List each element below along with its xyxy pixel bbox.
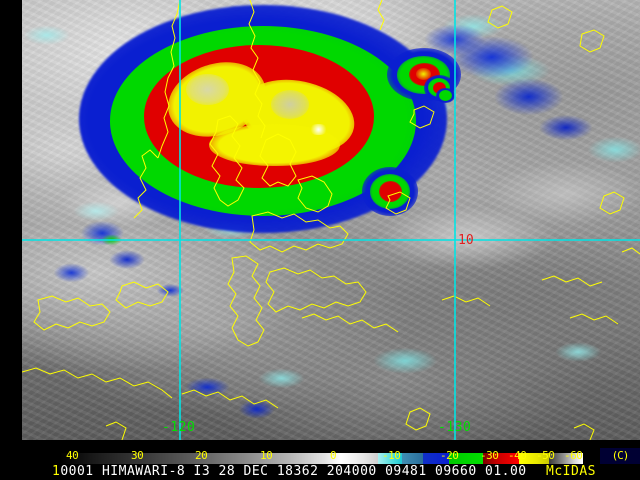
cluster-yellow-core	[416, 68, 432, 81]
colorbar-segment-blue-band	[423, 453, 450, 464]
colorbar-segment-steel-blue-band	[402, 453, 424, 464]
colorbar-segment-warm-grayscale-ramp	[60, 453, 342, 464]
coastline-overlay	[22, 0, 640, 440]
info-line-lead: 1	[52, 464, 61, 479]
colorbar-tick-minus40: -40	[508, 449, 527, 462]
status-bar: 40 30 20 10 0 -10 -20 -30 -40 -50 -60 (C) 10001 HI…	[0, 440, 640, 480]
colorbar-tick-labels: 40 30 20 10 0 -10 -20 -30 -40 -50 -60	[0, 450, 640, 464]
colorbar-tick-minus30: -30	[480, 449, 499, 462]
tropical-cyclone-enhancement	[71, 0, 454, 238]
convective-cluster-tiny	[436, 88, 455, 104]
info-line-text: 0001 HIMAWARI-8 I3 28 DEC 18362 204000 0…	[60, 464, 527, 479]
satellite-image-canvas: -120 -130 10	[22, 0, 640, 440]
convective-cluster-east	[361, 167, 418, 216]
colorbar-segment-white-ramp	[549, 453, 583, 464]
colorbar-tick-minus20: -20	[440, 449, 459, 462]
mcidas-brand-label: McIDAS	[546, 464, 596, 479]
colorbar-tick-minus50: -50	[536, 449, 555, 462]
colorbar-segment-yellow-band	[519, 453, 550, 464]
colorbar-tick-10: 10	[260, 449, 273, 462]
gridlabel-longitude-130: -130	[438, 420, 472, 435]
cluster-red-ring	[432, 82, 446, 94]
enhancement-core-west	[186, 73, 229, 105]
enhancement-core-east	[270, 90, 309, 119]
colorbar-tick-0: 0	[330, 449, 337, 462]
enhancement-coldest-pixel	[308, 123, 329, 136]
copyright-badge: (C)	[600, 448, 640, 464]
gridlabel-longitude-120: -120	[162, 420, 196, 435]
latlon-gridlines	[22, 0, 640, 440]
colorbar-segment-cyan-band	[377, 453, 402, 464]
image-info-line: 10001 HIMAWARI-8 I3 28 DEC 18362 204000 …	[0, 464, 640, 480]
colorbar-tick-20: 20	[195, 449, 208, 462]
colorbar-tick-40: 40	[66, 449, 79, 462]
colorbar-segment-light-gray-plateau	[341, 453, 378, 464]
vector-overlay	[22, 0, 640, 440]
colorbar-segment-green-band	[449, 453, 483, 464]
cluster-red-ring	[378, 180, 402, 203]
colorbar-segment-red-band	[482, 453, 520, 464]
gridlabel-latitude-10: 10	[458, 233, 474, 248]
satellite-image-panel: -120 -130 10	[22, 0, 640, 440]
colorbar-tick-30: 30	[131, 449, 144, 462]
colorbar-tick-minus60: -60	[564, 449, 583, 462]
cluster-green-ring	[438, 90, 452, 102]
colorbar-tick-minus10: -10	[382, 449, 401, 462]
